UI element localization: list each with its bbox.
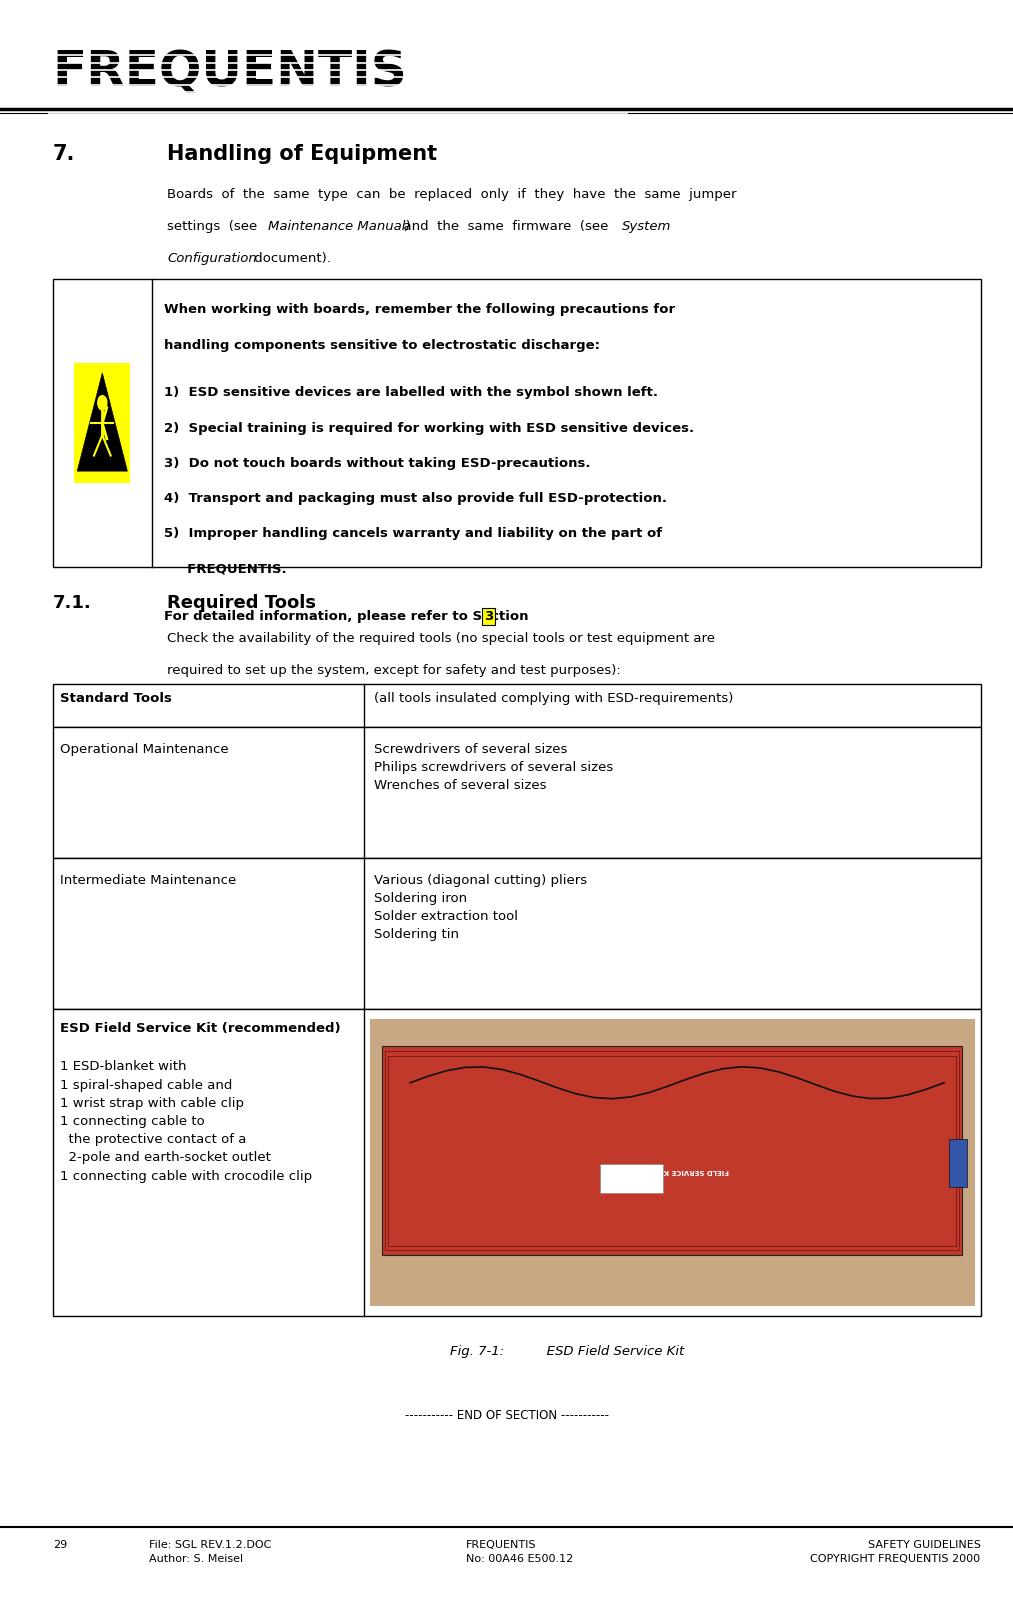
Bar bbox=[385, 1051, 959, 1250]
Bar bbox=[53, 858, 981, 1009]
Text: 1)  ESD sensitive devices are labelled with the symbol shown left.: 1) ESD sensitive devices are labelled wi… bbox=[164, 386, 658, 399]
Text: 2)  Special training is required for working with ESD sensitive devices.: 2) Special training is required for work… bbox=[164, 422, 694, 434]
Bar bbox=[382, 1046, 962, 1255]
Text: 3: 3 bbox=[484, 610, 493, 623]
Text: Required Tools: Required Tools bbox=[167, 594, 316, 612]
Text: Screwdrivers of several sizes
Philips screwdrivers of several sizes
Wrenches of : Screwdrivers of several sizes Philips sc… bbox=[374, 743, 613, 792]
Text: required to set up the system, except for safety and test purposes):: required to set up the system, except fo… bbox=[167, 664, 621, 677]
Text: 29: 29 bbox=[53, 1540, 67, 1549]
Text: FIELD SERVICE KIT: FIELD SERVICE KIT bbox=[655, 1167, 728, 1174]
Text: 3)  Do not touch boards without taking ESD-precautions.: 3) Do not touch boards without taking ES… bbox=[164, 457, 591, 470]
Text: ESD Field Service Kit (recommended): ESD Field Service Kit (recommended) bbox=[60, 1022, 340, 1035]
Bar bbox=[600, 1164, 663, 1193]
Text: Operational Maintenance: Operational Maintenance bbox=[60, 743, 228, 755]
Text: Various (diagonal cutting) pliers
Soldering iron
Solder extraction tool
Solderin: Various (diagonal cutting) pliers Solder… bbox=[374, 874, 587, 941]
Text: SAFETY GUIDELINES
COPYRIGHT FREQUENTIS 2000: SAFETY GUIDELINES COPYRIGHT FREQUENTIS 2… bbox=[810, 1540, 981, 1563]
Text: 7.1.: 7.1. bbox=[53, 594, 91, 612]
Bar bbox=[949, 1139, 967, 1187]
Text: Intermediate Maintenance: Intermediate Maintenance bbox=[60, 874, 236, 886]
Bar bbox=[388, 1056, 956, 1246]
Bar bbox=[53, 1009, 981, 1316]
Text: For detailed information, please refer to Section: For detailed information, please refer t… bbox=[164, 610, 533, 623]
Circle shape bbox=[97, 396, 107, 410]
Text: Handling of Equipment: Handling of Equipment bbox=[167, 144, 438, 164]
Polygon shape bbox=[77, 374, 128, 471]
Text: Check the availability of the required tools (no special tools or test equipment: Check the availability of the required t… bbox=[167, 632, 715, 645]
Text: and  the  same  firmware  (see: and the same firmware (see bbox=[395, 220, 617, 233]
Bar bbox=[53, 727, 981, 858]
Text: settings  (see: settings (see bbox=[167, 220, 265, 233]
Text: 4)  Transport and packaging must also provide full ESD-protection.: 4) Transport and packaging must also pro… bbox=[164, 492, 668, 505]
Text: ----------- END OF SECTION -----------: ----------- END OF SECTION ----------- bbox=[404, 1409, 609, 1421]
Bar bbox=[53, 279, 981, 567]
Text: System: System bbox=[622, 220, 672, 233]
Text: 1 ESD-blanket with
1 spiral-shaped cable and
1 wrist strap with cable clip
1 con: 1 ESD-blanket with 1 spiral-shaped cable… bbox=[60, 1060, 312, 1183]
Text: FREQUENTIS: FREQUENTIS bbox=[53, 48, 407, 96]
Text: document).: document). bbox=[250, 252, 331, 265]
Text: Standard Tools: Standard Tools bbox=[60, 692, 171, 704]
Text: Boards  of  the  same  type  can  be  replaced  only  if  they  have  the  same : Boards of the same type can be replaced … bbox=[167, 188, 736, 201]
Text: File: SGL REV.1.2.DOC
Author: S. Meisel: File: SGL REV.1.2.DOC Author: S. Meisel bbox=[149, 1540, 271, 1563]
Bar bbox=[53, 684, 981, 727]
Bar bbox=[75, 364, 130, 482]
Text: Maintenance Manual): Maintenance Manual) bbox=[268, 220, 411, 233]
Text: 7.: 7. bbox=[53, 144, 75, 164]
Text: FREQUENTIS.: FREQUENTIS. bbox=[164, 562, 287, 575]
Text: FREQUENTIS
No: 00A46 E500.12: FREQUENTIS No: 00A46 E500.12 bbox=[466, 1540, 573, 1563]
Text: Fig. 7-1:          ESD Field Service Kit: Fig. 7-1: ESD Field Service Kit bbox=[450, 1345, 685, 1357]
Text: 5)  Improper handling cancels warranty and liability on the part of: 5) Improper handling cancels warranty an… bbox=[164, 527, 663, 540]
Text: handling components sensitive to electrostatic discharge:: handling components sensitive to electro… bbox=[164, 339, 600, 351]
Bar bbox=[370, 1019, 975, 1306]
Text: When working with boards, remember the following precautions for: When working with boards, remember the f… bbox=[164, 303, 676, 316]
Text: Configuration: Configuration bbox=[167, 252, 257, 265]
Text: (all tools insulated complying with ESD-requirements): (all tools insulated complying with ESD-… bbox=[374, 692, 733, 704]
